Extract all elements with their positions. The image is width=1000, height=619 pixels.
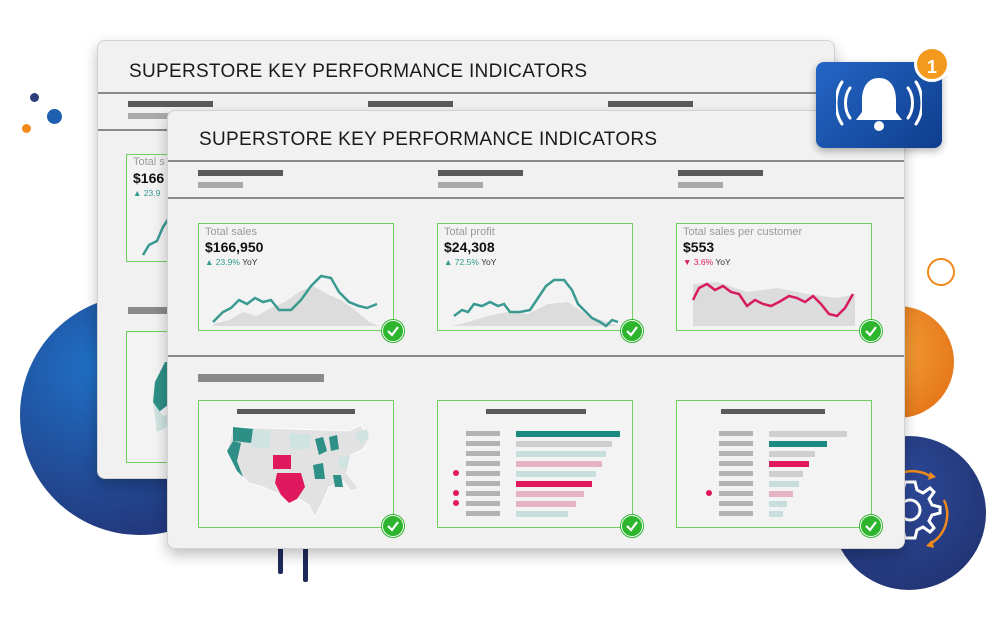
arrow-up-icon: ▲ — [444, 257, 453, 267]
decor-dot-dark — [30, 93, 39, 102]
divider — [168, 160, 904, 162]
bar-chart-card-2[interactable] — [676, 400, 882, 537]
divider — [168, 197, 904, 199]
decor-dot-blue — [47, 109, 62, 124]
check-icon — [860, 320, 882, 342]
placeholder-bar — [368, 101, 453, 107]
front-dashboard-window: SUPERSTORE KEY PERFORMANCE INDICATORS To… — [167, 110, 905, 549]
decor-line-2 — [303, 540, 308, 582]
kpi-value: $24,308 — [444, 239, 495, 255]
back-kpi-label: Total s — [133, 156, 165, 168]
kpi-delta-suffix: YoY — [242, 257, 258, 267]
placeholder-bar — [438, 170, 523, 176]
placeholder-bar — [128, 307, 168, 314]
check-icon — [382, 320, 404, 342]
kpi-value: $166,950 — [205, 239, 264, 255]
placeholder-bar — [198, 182, 243, 188]
placeholder-bar — [198, 170, 283, 176]
kpi-card-total-profit[interactable]: Total profit $24,308 ▲ 72.5% YoY — [437, 223, 643, 342]
kpi-delta-suffix: YoY — [715, 257, 731, 267]
placeholder-bar — [608, 101, 693, 107]
decor-line-1 — [278, 540, 283, 574]
front-window-title: SUPERSTORE KEY PERFORMANCE INDICATORS — [199, 129, 658, 150]
notification-count-badge: 1 — [914, 46, 950, 82]
bar-chart-2 — [706, 431, 847, 517]
map-card[interactable] — [198, 400, 404, 537]
back-kpi-delta: ▲ 23.9 — [133, 188, 161, 198]
sparkline-total-profit — [452, 278, 619, 328]
kpi-card-total-sales[interactable]: Total sales $166,950 ▲ 23.9% YoY — [198, 223, 404, 342]
kpi-card-sales-per-customer[interactable]: Total sales per customer $553 ▼ 3.6% YoY — [676, 223, 882, 342]
kpi-delta-value: 3.6% — [693, 257, 714, 267]
back-window-title: SUPERSTORE KEY PERFORMANCE INDICATORS — [129, 61, 588, 82]
kpi-delta-suffix: YoY — [481, 257, 497, 267]
kpi-value: $553 — [683, 239, 715, 255]
us-map — [226, 424, 370, 518]
bell-icon — [836, 78, 922, 131]
placeholder-bar — [438, 182, 483, 188]
placeholder-bar — [237, 409, 355, 414]
check-icon — [621, 515, 643, 537]
placeholder-bar — [678, 182, 723, 188]
kpi-label: Total profit — [444, 226, 495, 238]
arrow-down-icon: ▼ — [683, 257, 692, 267]
back-kpi-value: $166 — [133, 170, 165, 186]
kpi-delta: ▲ 23.9% YoY — [205, 257, 257, 267]
arrow-up-icon: ▲ — [205, 257, 214, 267]
sparkline-total-sales — [212, 274, 379, 326]
back-kpi-delta-value: 23.9 — [143, 188, 161, 198]
bar-chart-card-1[interactable] — [437, 400, 643, 537]
check-icon — [860, 515, 882, 537]
bar-chart-1 — [453, 431, 620, 517]
check-icon — [621, 320, 643, 342]
kpi-delta-value: 23.9% — [215, 257, 240, 267]
kpi-delta: ▼ 3.6% YoY — [683, 257, 731, 267]
divider — [98, 92, 834, 94]
placeholder-bar — [486, 409, 586, 414]
check-icon — [382, 515, 404, 537]
decor-dot-orange — [22, 124, 31, 133]
kpi-label: Total sales per customer — [683, 226, 803, 238]
kpi-delta-value: 72.5% — [454, 257, 479, 267]
kpi-label: Total sales — [205, 226, 257, 238]
divider — [168, 355, 904, 357]
placeholder-bar — [198, 374, 324, 382]
placeholder-bar — [128, 101, 213, 107]
sparkline-sales-per-customer — [691, 282, 855, 326]
kpi-delta: ▲ 72.5% YoY — [444, 257, 496, 267]
decor-orange-ring — [927, 258, 955, 286]
placeholder-bar — [678, 170, 763, 176]
placeholder-bar — [721, 409, 825, 414]
placeholder-bar — [128, 113, 173, 119]
